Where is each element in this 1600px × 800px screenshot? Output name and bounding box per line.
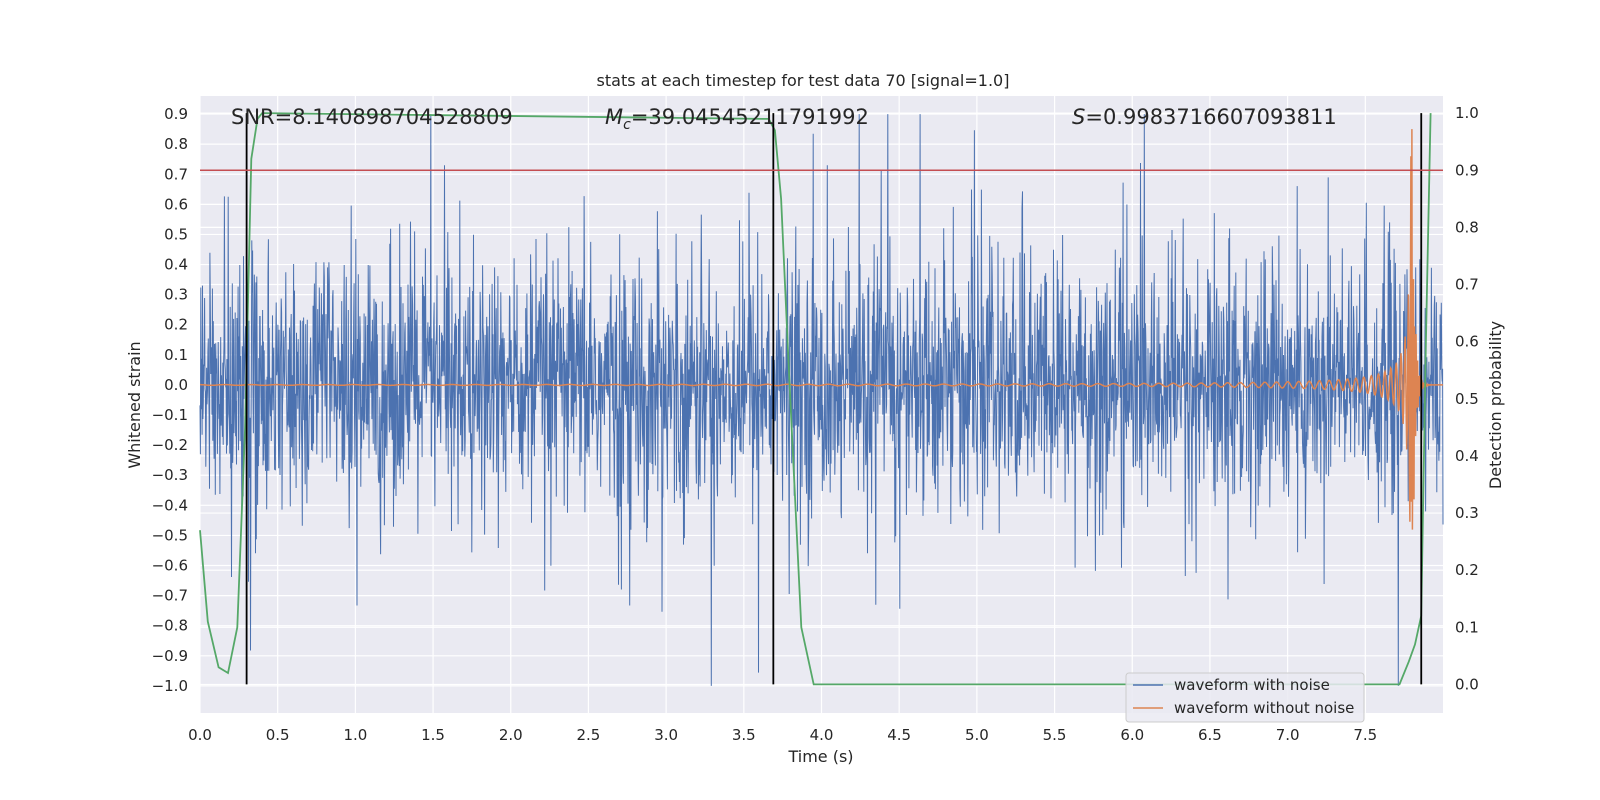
y-tick-label-16: −0.7 xyxy=(152,587,188,605)
x-tick-label-14: 7.0 xyxy=(1276,726,1300,744)
y2-tick-label-8: 0.2 xyxy=(1455,561,1479,579)
y-tick-label-12: −0.3 xyxy=(152,466,188,484)
x-tick-label-7: 3.5 xyxy=(732,726,756,744)
series-waveform-with-noise xyxy=(199,114,1444,686)
series-waveform-without-noise xyxy=(200,129,1443,530)
x-tick-label-12: 6.0 xyxy=(1120,726,1144,744)
y-tick-label-2: 0.7 xyxy=(164,165,188,183)
y2-tick-labels: 1.0 0.9 0.8 0.7 0.6 0.5 0.4 0.3 0.2 0.1 0.0 xyxy=(1455,104,1479,693)
y-axis-label: Whitened strain xyxy=(125,341,144,468)
y-tick-label-18: −0.9 xyxy=(152,647,188,665)
y-tick-label-5: 0.4 xyxy=(164,256,188,274)
y-tick-label-11: −0.2 xyxy=(152,436,188,454)
score-annotation: S=0.9983716607093811 xyxy=(1072,105,1337,129)
y2-tick-label-3: 0.7 xyxy=(1455,276,1479,294)
x-tick-label-15: 7.5 xyxy=(1353,726,1377,744)
x-tick-label-0: 0.0 xyxy=(188,726,212,744)
legend: waveform with noise waveform without noi… xyxy=(1125,672,1365,723)
y-tick-label-17: −0.8 xyxy=(152,617,188,635)
y-tick-labels: 0.9 0.8 0.7 0.6 0.5 0.4 0.3 0.2 0.1 0.0 −0.1 −0.2 −0… xyxy=(152,105,188,695)
y-tick-label-1: 0.8 xyxy=(164,135,188,153)
y2-axis-label: Detection probability xyxy=(1486,321,1505,489)
chirp-mass-symbol: M xyxy=(605,105,623,129)
x-tick-label-2: 1.0 xyxy=(343,726,367,744)
chirp-mass-subscript: c xyxy=(623,117,631,133)
y-tick-label-3: 0.6 xyxy=(164,195,188,213)
y-tick-label-9: 0.0 xyxy=(164,376,188,394)
x-tick-label-4: 2.0 xyxy=(499,726,523,744)
legend-label-noise: waveform with noise xyxy=(1174,676,1330,694)
y2-tick-label-7: 0.3 xyxy=(1455,504,1479,522)
score-symbol: S xyxy=(1072,105,1085,129)
y2-tick-label-9: 0.1 xyxy=(1455,618,1479,636)
y-tick-label-15: −0.6 xyxy=(152,557,188,575)
snr-annotation: SNR=8.140898704528809 xyxy=(231,105,513,129)
x-tick-label-13: 6.5 xyxy=(1198,726,1222,744)
legend-box xyxy=(1125,672,1365,723)
x-tick-label-11: 5.5 xyxy=(1043,726,1067,744)
x-tick-label-8: 4.0 xyxy=(810,726,834,744)
y-tick-label-13: −0.4 xyxy=(152,496,188,514)
clean-waveform-line xyxy=(200,129,1443,530)
detection-probability-line xyxy=(199,112,1432,686)
y2-tick-label-10: 0.0 xyxy=(1455,675,1479,693)
y2-tick-label-6: 0.4 xyxy=(1455,447,1479,465)
legend-label-clean: waveform without noise xyxy=(1174,699,1354,717)
y2-tick-label-0: 1.0 xyxy=(1455,104,1479,122)
y-tick-label-0: 0.9 xyxy=(164,105,188,123)
series-detection-probability xyxy=(199,112,1432,686)
y2-tick-label-5: 0.5 xyxy=(1455,390,1479,408)
y-tick-label-7: 0.2 xyxy=(164,316,188,334)
y2-tick-label-1: 0.9 xyxy=(1455,161,1479,179)
x-tick-label-10: 5.0 xyxy=(965,726,989,744)
y-tick-label-6: 0.3 xyxy=(164,286,188,304)
y-tick-label-10: −0.1 xyxy=(152,406,188,424)
y-tick-label-19: −1.0 xyxy=(152,677,188,695)
y2-tick-label-2: 0.8 xyxy=(1455,218,1479,236)
score-value: =0.9983716607093811 xyxy=(1085,105,1336,129)
x-tick-labels: 0.0 0.5 1.0 1.5 2.0 2.5 3.0 3.5 4.0 4.5 5.0 5.5 6.0 6… xyxy=(188,726,1377,744)
y-tick-label-4: 0.5 xyxy=(164,225,188,243)
chirp-mass-value: =39.04545211791992 xyxy=(631,105,869,129)
x-tick-label-9: 4.5 xyxy=(887,726,911,744)
x-axis-label: Time (s) xyxy=(787,747,853,766)
y-tick-label-8: 0.1 xyxy=(164,346,188,364)
x-tick-label-5: 2.5 xyxy=(577,726,601,744)
vertical-markers xyxy=(245,113,1423,685)
x-tick-label-1: 0.5 xyxy=(266,726,290,744)
x-tick-label-3: 1.5 xyxy=(421,726,445,744)
y-tick-label-14: −0.5 xyxy=(152,526,188,544)
noise-waveform-line xyxy=(199,114,1444,686)
chirp-mass-annotation: Mc=39.04545211791992 xyxy=(605,105,869,133)
chart-title: stats at each timestep for test data 70 … xyxy=(597,71,1010,90)
x-tick-label-6: 3.0 xyxy=(654,726,678,744)
y2-tick-label-4: 0.6 xyxy=(1455,333,1479,351)
